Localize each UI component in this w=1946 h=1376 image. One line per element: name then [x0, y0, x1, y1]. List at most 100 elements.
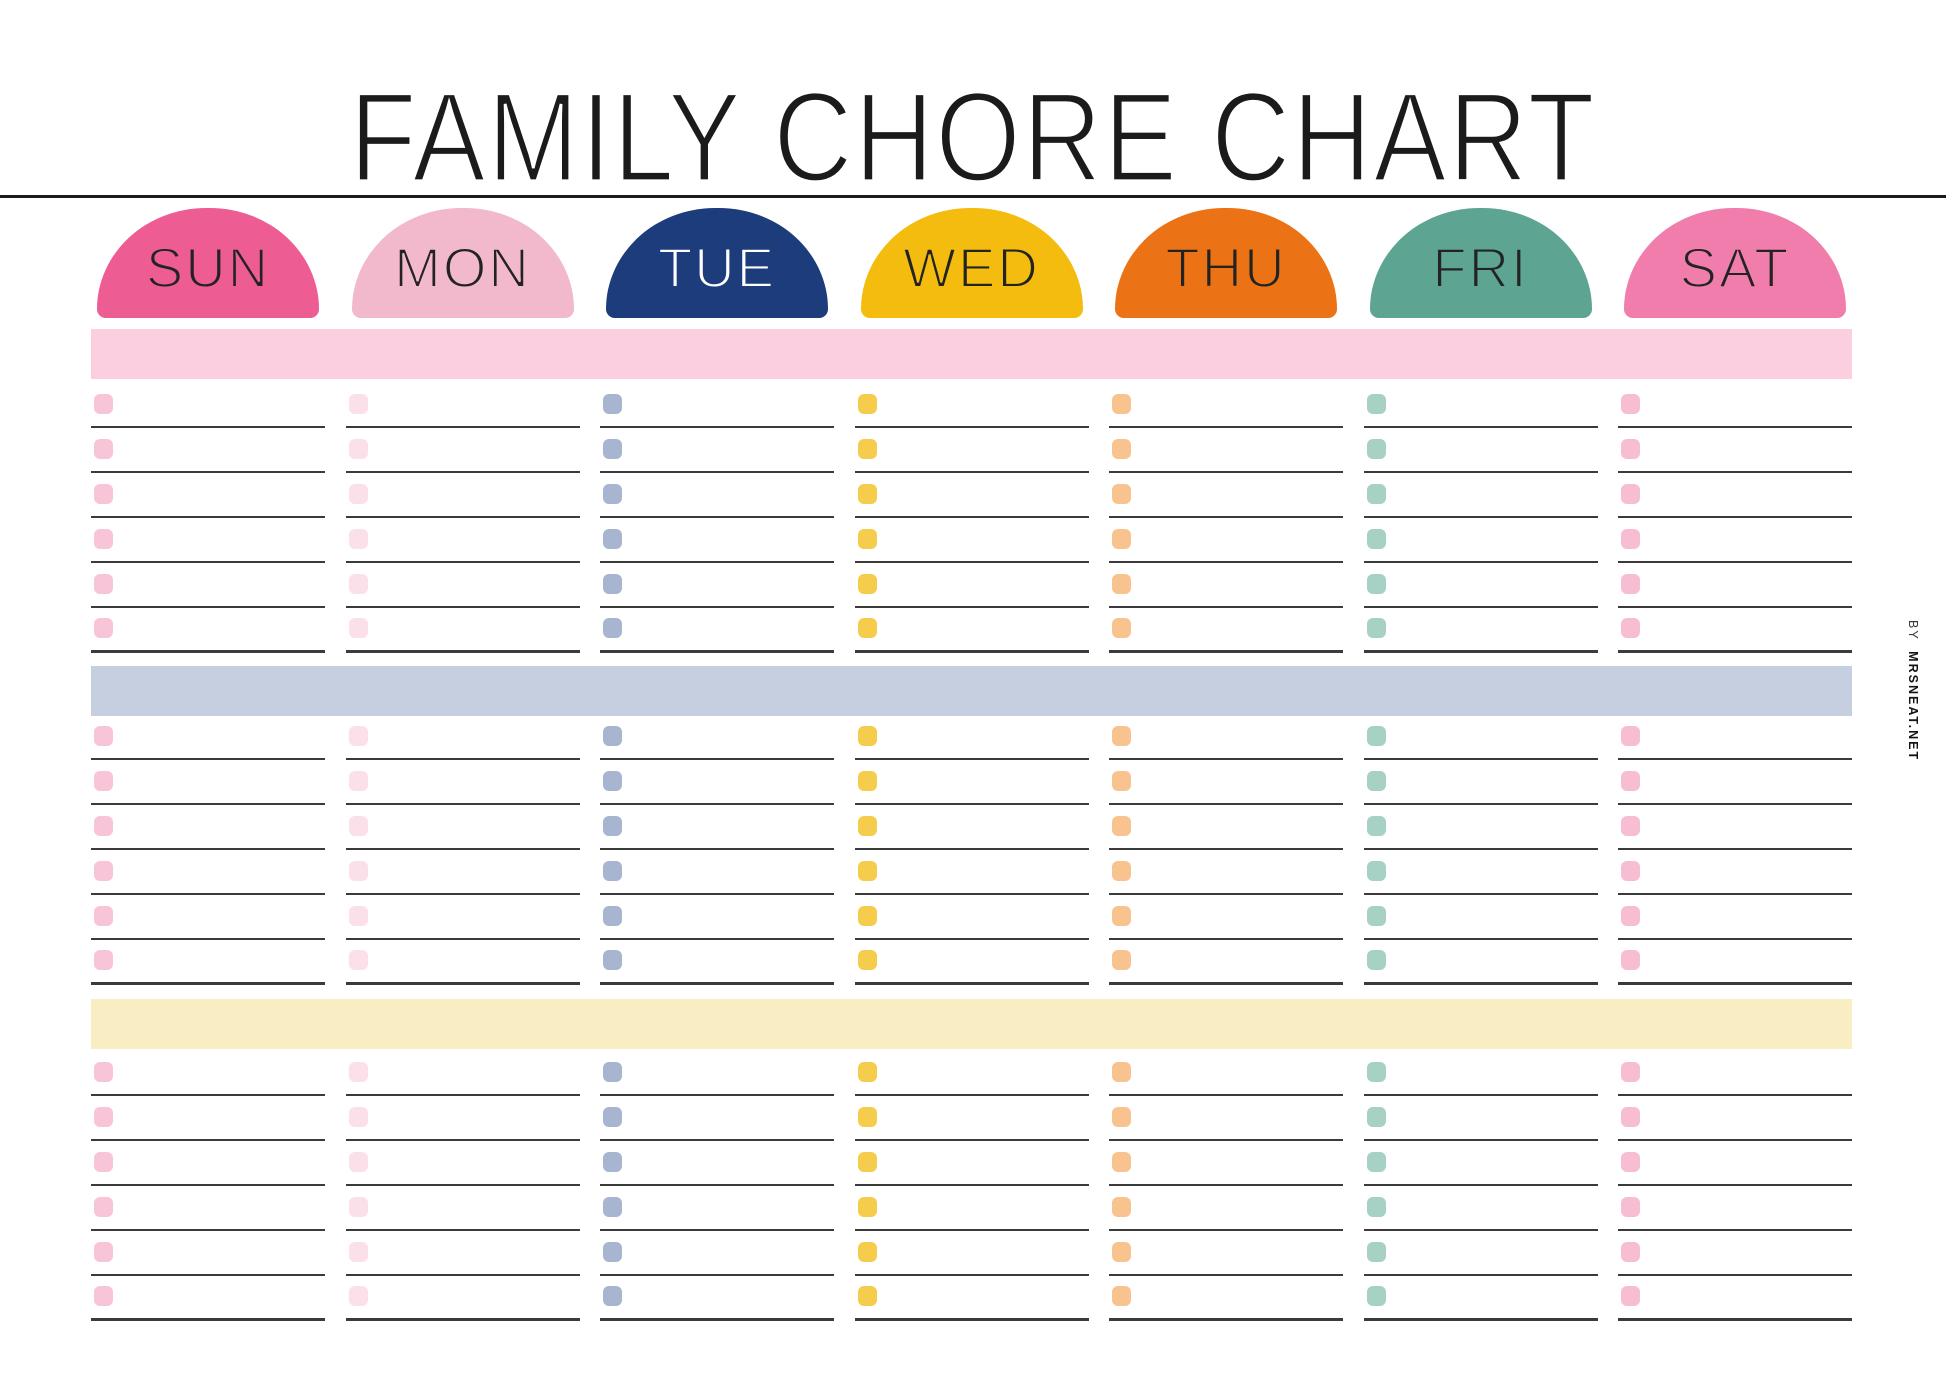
chore-write-line[interactable] — [345, 1186, 580, 1231]
chore-write-line[interactable] — [854, 428, 1089, 473]
chore-checkbox[interactable] — [1112, 1062, 1131, 1082]
chore-write-line[interactable] — [1618, 940, 1852, 985]
chore-write-line[interactable] — [91, 895, 325, 940]
chore-checkbox[interactable] — [1366, 861, 1386, 881]
chore-write-line[interactable] — [1109, 940, 1343, 985]
chore-checkbox[interactable] — [857, 439, 877, 459]
chore-checkbox[interactable] — [348, 906, 368, 926]
chore-write-line[interactable] — [345, 895, 580, 940]
chore-write-line[interactable] — [1363, 1096, 1598, 1141]
chore-checkbox[interactable] — [1366, 1152, 1386, 1172]
chore-write-line[interactable] — [345, 940, 580, 985]
chore-write-line[interactable] — [600, 850, 834, 895]
chore-checkbox[interactable] — [857, 906, 877, 926]
chore-checkbox[interactable] — [1112, 1107, 1131, 1127]
chore-checkbox[interactable] — [857, 1197, 877, 1217]
chore-write-line[interactable] — [91, 850, 325, 895]
chore-checkbox[interactable] — [94, 861, 113, 881]
chore-checkbox[interactable] — [857, 1107, 877, 1127]
chore-write-line[interactable] — [1109, 760, 1343, 805]
chore-write-line[interactable] — [854, 518, 1089, 563]
chore-checkbox[interactable] — [348, 861, 368, 881]
chore-write-line[interactable] — [91, 608, 325, 653]
chore-write-line[interactable] — [854, 1231, 1089, 1276]
chore-checkbox[interactable] — [94, 618, 113, 638]
chore-write-line[interactable] — [854, 383, 1089, 428]
chore-checkbox[interactable] — [603, 816, 622, 836]
chore-checkbox[interactable] — [1366, 618, 1386, 638]
chore-write-line[interactable] — [854, 563, 1089, 608]
chore-write-line[interactable] — [1109, 1231, 1343, 1276]
chore-checkbox[interactable] — [348, 439, 368, 459]
chore-write-line[interactable] — [600, 715, 834, 760]
chore-write-line[interactable] — [1109, 850, 1343, 895]
chore-write-line[interactable] — [1618, 383, 1852, 428]
chore-write-line[interactable] — [91, 428, 325, 473]
chore-checkbox[interactable] — [857, 726, 877, 746]
chore-checkbox[interactable] — [1112, 574, 1131, 594]
chore-checkbox[interactable] — [857, 484, 877, 504]
chore-write-line[interactable] — [91, 1186, 325, 1231]
chore-write-line[interactable] — [345, 1276, 580, 1321]
chore-write-line[interactable] — [91, 940, 325, 985]
chore-write-line[interactable] — [345, 383, 580, 428]
chore-checkbox[interactable] — [1112, 861, 1131, 881]
chore-write-line[interactable] — [600, 428, 834, 473]
chore-checkbox[interactable] — [857, 1286, 877, 1306]
chore-checkbox[interactable] — [603, 618, 622, 638]
chore-checkbox[interactable] — [1621, 906, 1640, 926]
chore-write-line[interactable] — [1618, 1231, 1852, 1276]
chore-write-line[interactable] — [345, 608, 580, 653]
chore-write-line[interactable] — [1363, 1141, 1598, 1186]
chore-write-line[interactable] — [1618, 1276, 1852, 1321]
chore-checkbox[interactable] — [1366, 1242, 1386, 1262]
chore-write-line[interactable] — [854, 1276, 1089, 1321]
chore-write-line[interactable] — [345, 760, 580, 805]
chore-write-line[interactable] — [1363, 760, 1598, 805]
chore-write-line[interactable] — [1363, 383, 1598, 428]
chore-write-line[interactable] — [345, 1096, 580, 1141]
chore-checkbox[interactable] — [1621, 726, 1640, 746]
chore-write-line[interactable] — [854, 1141, 1089, 1186]
chore-checkbox[interactable] — [94, 1107, 113, 1127]
chore-checkbox[interactable] — [1366, 726, 1386, 746]
chore-checkbox[interactable] — [603, 574, 622, 594]
chore-write-line[interactable] — [854, 715, 1089, 760]
chore-checkbox[interactable] — [348, 574, 368, 594]
chore-checkbox[interactable] — [1621, 618, 1640, 638]
chore-checkbox[interactable] — [1366, 1062, 1386, 1082]
chore-checkbox[interactable] — [94, 529, 113, 549]
chore-checkbox[interactable] — [603, 906, 622, 926]
chore-write-line[interactable] — [1618, 608, 1852, 653]
chore-checkbox[interactable] — [1621, 1062, 1640, 1082]
chore-checkbox[interactable] — [94, 574, 113, 594]
chore-write-line[interactable] — [345, 473, 580, 518]
chore-checkbox[interactable] — [1112, 1197, 1131, 1217]
chore-write-line[interactable] — [600, 563, 834, 608]
chore-write-line[interactable] — [1363, 1231, 1598, 1276]
chore-checkbox[interactable] — [603, 529, 622, 549]
chore-checkbox[interactable] — [857, 529, 877, 549]
chore-write-line[interactable] — [600, 1276, 834, 1321]
chore-checkbox[interactable] — [1366, 950, 1386, 970]
chore-write-line[interactable] — [91, 805, 325, 850]
chore-checkbox[interactable] — [1621, 950, 1640, 970]
chore-write-line[interactable] — [854, 850, 1089, 895]
chore-write-line[interactable] — [854, 1096, 1089, 1141]
chore-checkbox[interactable] — [1112, 816, 1131, 836]
chore-checkbox[interactable] — [1621, 1242, 1640, 1262]
chore-checkbox[interactable] — [857, 771, 877, 791]
chore-checkbox[interactable] — [1112, 1242, 1131, 1262]
chore-checkbox[interactable] — [857, 618, 877, 638]
chore-checkbox[interactable] — [603, 1152, 622, 1172]
chore-write-line[interactable] — [91, 473, 325, 518]
chore-checkbox[interactable] — [603, 1107, 622, 1127]
chore-checkbox[interactable] — [348, 1107, 368, 1127]
chore-checkbox[interactable] — [1621, 861, 1640, 881]
chore-write-line[interactable] — [1109, 1141, 1343, 1186]
chore-checkbox[interactable] — [1366, 394, 1386, 414]
chore-checkbox[interactable] — [1112, 950, 1131, 970]
chore-write-line[interactable] — [854, 473, 1089, 518]
chore-checkbox[interactable] — [1112, 726, 1131, 746]
chore-checkbox[interactable] — [603, 1242, 622, 1262]
